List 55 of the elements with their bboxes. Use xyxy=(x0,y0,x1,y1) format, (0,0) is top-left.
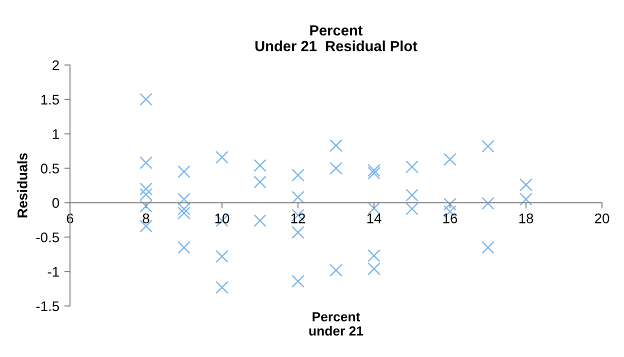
point xyxy=(140,156,152,170)
point xyxy=(216,280,228,294)
x-tick-label: 14 xyxy=(367,214,382,224)
point xyxy=(292,168,304,182)
y-tick-label: -1 xyxy=(48,267,59,277)
y-tick-label: -0.5 xyxy=(36,232,60,242)
point xyxy=(292,274,304,288)
point xyxy=(406,188,418,202)
point xyxy=(216,250,228,263)
y-tick-label: 0 xyxy=(52,198,60,208)
point xyxy=(178,241,190,254)
point xyxy=(140,188,152,201)
point xyxy=(520,192,532,206)
point xyxy=(330,162,342,175)
y-tick-label: 0.5 xyxy=(40,164,60,174)
y-tick-label: 1 xyxy=(52,129,59,139)
point xyxy=(178,206,190,220)
point xyxy=(178,192,190,206)
point xyxy=(216,150,228,164)
point xyxy=(368,249,380,262)
y-tick-label: -1.5 xyxy=(36,301,60,312)
point xyxy=(520,178,532,192)
point xyxy=(140,92,152,106)
x-tick-label: 18 xyxy=(519,214,534,224)
point xyxy=(368,166,380,180)
x-tick-label: 20 xyxy=(594,214,610,224)
x-tick-label: 12 xyxy=(291,214,306,224)
point xyxy=(406,160,418,174)
point xyxy=(330,264,342,277)
y-tick-label: 2 xyxy=(52,60,59,70)
point xyxy=(444,198,456,211)
y-axis-title: Residuals xyxy=(17,153,28,218)
point xyxy=(140,182,152,196)
x-tick-label: 8 xyxy=(142,214,150,224)
point xyxy=(292,190,304,204)
chart-title: Percent Under 21 Residual Plot xyxy=(255,25,418,52)
x-axis-title: Percent under 21 xyxy=(309,312,364,336)
point xyxy=(368,164,380,177)
x-tick-label: 16 xyxy=(443,214,458,224)
point xyxy=(254,176,266,188)
point xyxy=(254,159,266,172)
point xyxy=(444,152,456,166)
point xyxy=(406,202,418,216)
point xyxy=(292,226,304,239)
y-tick-label: 1.5 xyxy=(41,94,60,105)
point xyxy=(482,241,494,254)
point xyxy=(140,200,152,213)
point xyxy=(330,139,342,152)
point xyxy=(368,262,380,276)
point xyxy=(482,140,494,153)
point xyxy=(482,196,494,210)
point xyxy=(254,214,266,228)
x-tick-label: 10 xyxy=(215,214,230,224)
point xyxy=(178,202,190,216)
point xyxy=(178,165,190,178)
